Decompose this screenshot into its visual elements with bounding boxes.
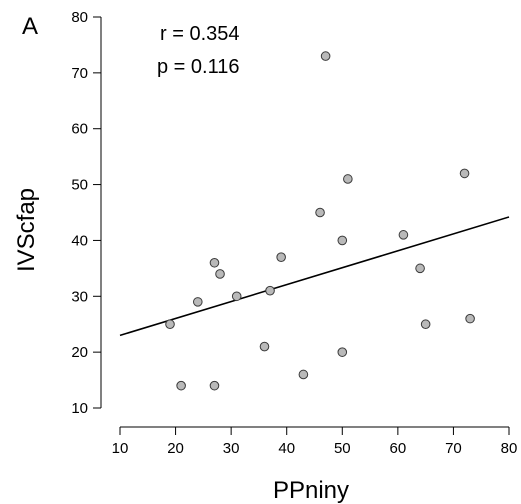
- y-tick-label: 70: [71, 65, 88, 82]
- y-tick-label: 60: [71, 121, 88, 138]
- y-tick-label: 30: [71, 288, 88, 305]
- data-point: [298, 369, 309, 380]
- x-tick-label: 80: [501, 440, 518, 457]
- y-tick-label: 40: [71, 232, 88, 249]
- x-tick-label: 10: [112, 440, 129, 457]
- data-point: [398, 230, 409, 240]
- correlation-r: r = 0.354: [160, 23, 240, 45]
- axes: 10 20 30 40 50 60 70 80 10 20 30 40 50 60 70 80: [71, 9, 517, 457]
- data-point: [259, 341, 270, 352]
- data-point: [276, 252, 286, 262]
- y-tick-label: 50: [71, 177, 88, 194]
- data-point: [209, 257, 220, 268]
- data-point: [337, 235, 348, 246]
- regression-line-layer: [119, 216, 510, 337]
- y-tick-label: 10: [71, 400, 88, 417]
- x-tick-label: 60: [390, 440, 407, 457]
- panel-label: A: [22, 13, 38, 40]
- data-point: [209, 380, 220, 391]
- x-tick-label: 20: [167, 440, 184, 457]
- data-point: [343, 174, 353, 184]
- data-point: [315, 207, 325, 218]
- data-point: [420, 319, 431, 330]
- y-tick-label: 80: [71, 9, 88, 26]
- data-point: [465, 313, 475, 324]
- x-axis-title: PPniny: [273, 477, 349, 504]
- data-point: [165, 319, 175, 330]
- x-tick-label: 50: [334, 440, 351, 457]
- data-point: [415, 263, 425, 274]
- p-value: p = 0.116: [157, 56, 239, 78]
- data-point: [320, 51, 331, 61]
- data-points: [165, 51, 475, 391]
- y-axis-title: IVScfap: [13, 188, 40, 272]
- data-point: [337, 347, 348, 357]
- data-point: [176, 380, 186, 391]
- x-tick-label: 40: [278, 440, 295, 457]
- regression-line: [119, 216, 510, 337]
- data-point: [231, 291, 242, 302]
- data-point: [459, 168, 470, 179]
- x-tick-label: 30: [223, 440, 240, 457]
- y-tick-label: 20: [71, 344, 88, 361]
- x-tick-label: 70: [445, 440, 462, 457]
- data-point: [193, 297, 203, 307]
- data-point: [265, 285, 275, 296]
- data-point: [215, 269, 225, 279]
